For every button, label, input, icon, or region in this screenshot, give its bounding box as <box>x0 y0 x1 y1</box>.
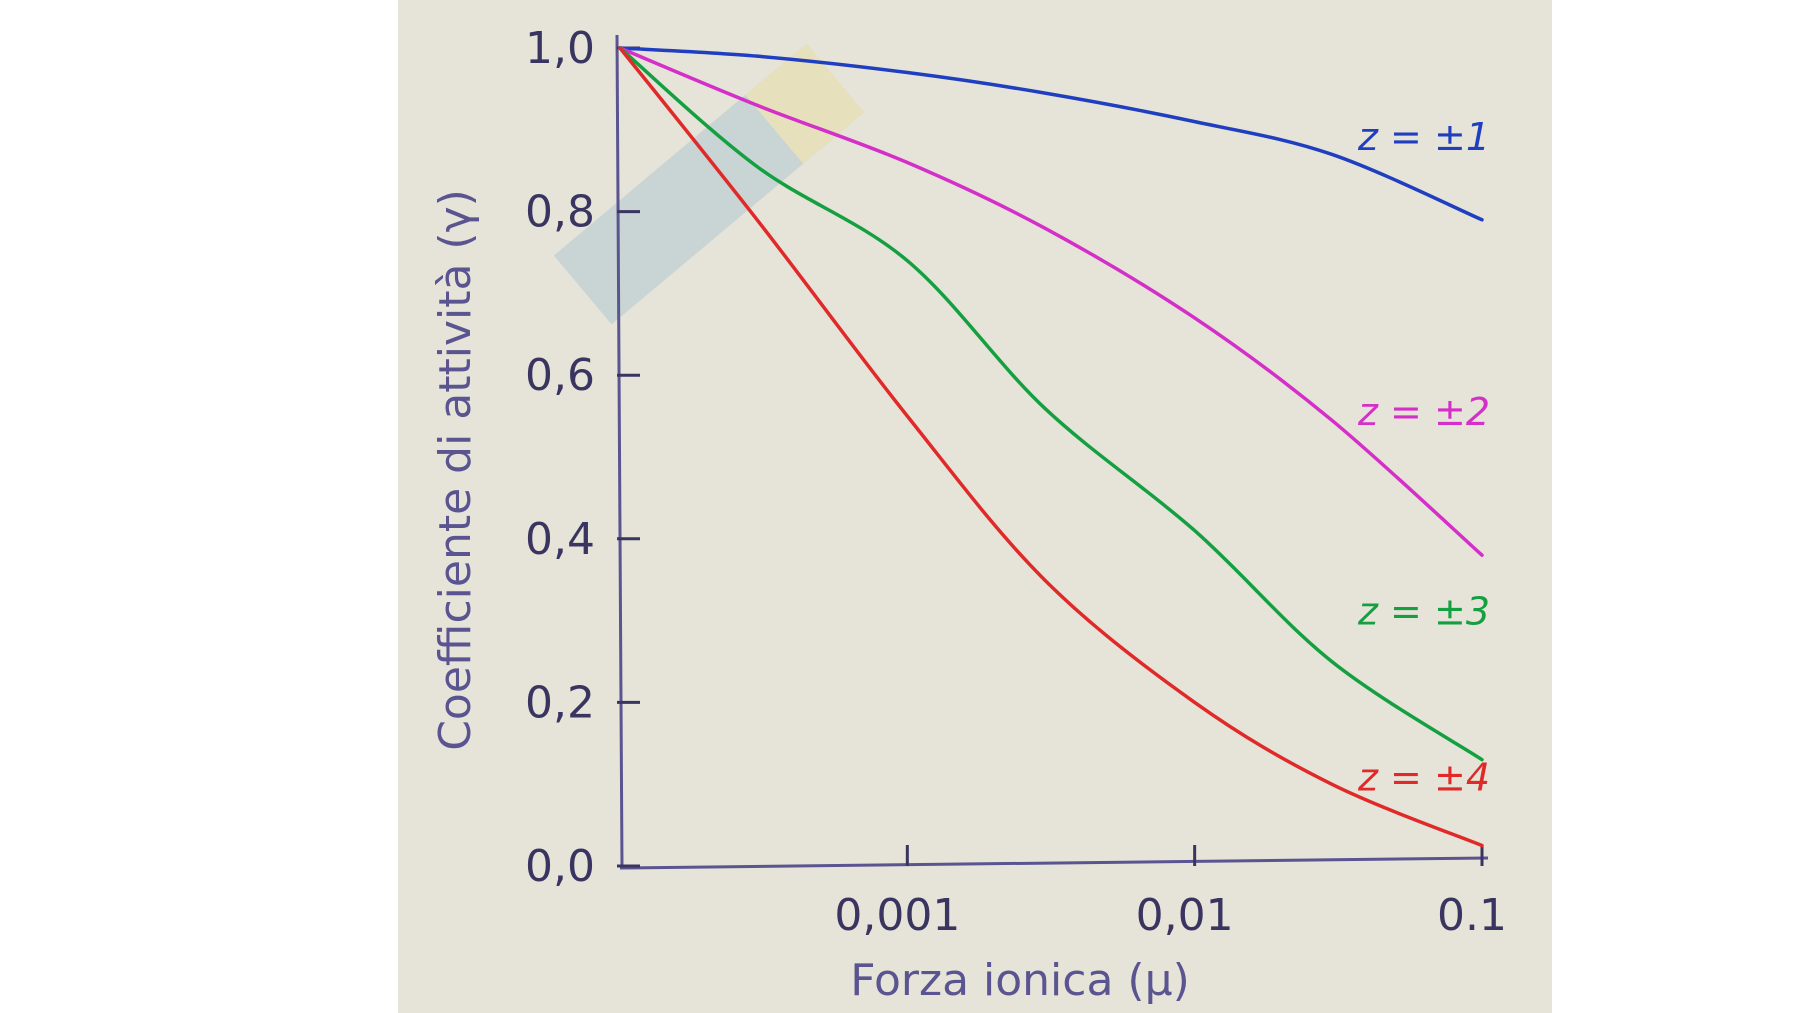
x-axis <box>619 856 1489 870</box>
y-tick-label: 0,4 <box>525 514 595 565</box>
x-tick-label: 0,01 <box>1136 890 1234 941</box>
y-tick-label: 1,0 <box>525 23 595 74</box>
y-tick-label: 0,0 <box>525 841 595 892</box>
series-label-z4: z = ±4 <box>1357 756 1490 800</box>
x-axis-title: Forza ionica (μ) <box>850 955 1190 1006</box>
series-label-z3: z = ±3 <box>1357 590 1490 634</box>
y-tick-label: 0,2 <box>525 677 595 728</box>
x-tick-label: 0,001 <box>834 890 960 941</box>
series-label-z2: z = ±2 <box>1357 390 1490 434</box>
x-tick-label: 0.1 <box>1437 890 1507 941</box>
series-label-z1: z = ±1 <box>1357 115 1490 159</box>
y-tick-label: 0,6 <box>525 350 595 401</box>
y-axis <box>615 34 624 869</box>
chart-paper <box>398 0 1552 1013</box>
y-axis-title: Coefficiente di attività (γ) <box>430 189 481 751</box>
series-line-z2 <box>618 46 1484 557</box>
y-tick-label: 0,8 <box>525 187 595 238</box>
series-line-z4 <box>618 46 1484 848</box>
